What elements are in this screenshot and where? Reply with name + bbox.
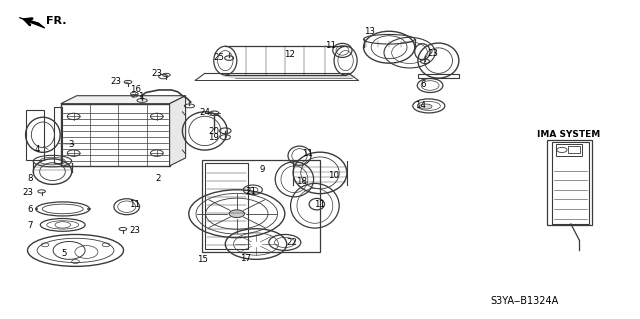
Text: IMA SYSTEM: IMA SYSTEM [537, 130, 600, 139]
Text: 8: 8 [28, 174, 33, 182]
Text: 7: 7 [28, 221, 33, 230]
Text: 25: 25 [213, 53, 224, 62]
Text: 19: 19 [208, 133, 219, 142]
Text: 11: 11 [314, 200, 324, 209]
Text: S3YA‒B1324A: S3YA‒B1324A [491, 296, 559, 307]
Polygon shape [61, 96, 186, 104]
Ellipse shape [419, 104, 432, 109]
Text: 18: 18 [296, 177, 307, 186]
Text: 16: 16 [130, 85, 141, 94]
Polygon shape [19, 18, 45, 28]
Text: FR.: FR. [46, 16, 67, 26]
Bar [205, 163, 248, 249]
Text: 4: 4 [34, 145, 40, 154]
Text: 20: 20 [208, 127, 219, 136]
Bar [418, 74, 459, 78]
Text: 9: 9 [259, 165, 264, 174]
Text: 14: 14 [415, 101, 426, 110]
Text: 23: 23 [129, 226, 140, 235]
Text: 6: 6 [28, 205, 33, 214]
Text: 22: 22 [287, 238, 298, 247]
Text: 1: 1 [138, 92, 143, 101]
Text: 11: 11 [129, 200, 140, 209]
Text: 13: 13 [364, 27, 374, 36]
Text: 24: 24 [199, 108, 210, 117]
Text: 2: 2 [156, 174, 161, 183]
Text: 6: 6 [420, 80, 426, 89]
Text: 21: 21 [245, 187, 256, 196]
Bar [61, 104, 170, 166]
Bar [556, 144, 582, 156]
Bar [202, 160, 320, 252]
Bar [547, 140, 592, 225]
Text: 23: 23 [428, 49, 438, 58]
Text: 12: 12 [284, 50, 295, 59]
Bar [552, 142, 589, 224]
Text: 5: 5 [61, 249, 67, 258]
Ellipse shape [229, 210, 244, 218]
Text: 17: 17 [240, 254, 251, 263]
Bar [568, 146, 580, 153]
Polygon shape [170, 96, 186, 166]
Text: 11: 11 [302, 149, 313, 158]
Text: 10: 10 [328, 171, 339, 180]
Bar [26, 110, 44, 160]
Text: 11: 11 [325, 41, 336, 50]
Text: 23: 23 [111, 77, 122, 86]
Polygon shape [222, 76, 355, 78]
Bar [54, 107, 62, 163]
Text: 23: 23 [151, 69, 162, 78]
Text: 23: 23 [22, 188, 33, 197]
Text: 15: 15 [197, 255, 208, 263]
Text: 3: 3 [68, 140, 74, 149]
